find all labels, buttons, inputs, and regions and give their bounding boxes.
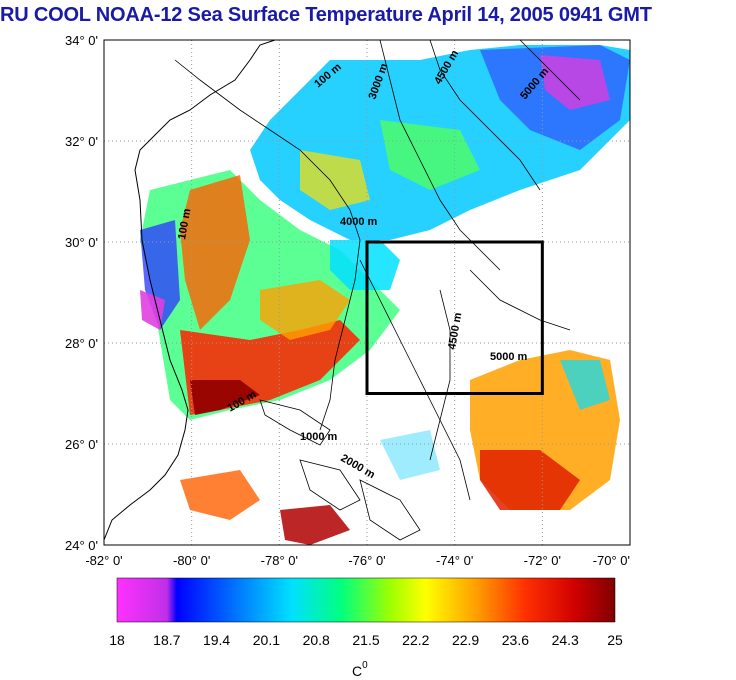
contour-label: 1000 m — [300, 431, 338, 443]
islands — [259, 399, 421, 541]
colorbar-ticks: 18 18.7 19.4 20.1 20.8 21.5 22.2 22.9 23.6 24.3 25 — [109, 632, 623, 648]
y-tick-label: 30° 0' — [65, 235, 98, 250]
colorbar-tick-label: 19.4 — [203, 632, 230, 648]
bathymetry-contours — [174, 39, 581, 501]
x-tick-label: -72° 0' — [524, 553, 561, 568]
x-tick-label: -82° 0' — [85, 553, 122, 568]
sst-imagery — [140, 45, 630, 545]
colorbar-tick-label: 21.5 — [352, 632, 379, 648]
plot-frame — [103, 39, 631, 546]
y-tick-label: 32° 0' — [65, 134, 98, 149]
contour-label: 5000 m — [490, 351, 528, 363]
x-tick-label: -70° 0' — [593, 553, 630, 568]
colorbar-tick-label: 18.7 — [153, 632, 180, 648]
x-axis: -82° 0' -80° 0' -78° 0' -76° 0' -74° 0' -72° … — [85, 553, 630, 568]
y-tick-label: 28° 0' — [65, 336, 98, 351]
colorbar-tick-label: 25 — [607, 632, 623, 648]
colorbar-tick-label: 20.8 — [303, 632, 330, 648]
colorbar-tick-label: 22.9 — [452, 632, 479, 648]
colorbar-unit: C0 — [352, 660, 368, 679]
contour-label: 100 m — [176, 208, 193, 241]
colorbar-tick-label: 22.2 — [402, 632, 429, 648]
y-axis: 34° 0' 32° 0' 30° 0' 28° 0' 26° 0' 24° 0' — [65, 33, 98, 553]
colorbar-tick-label: 24.3 — [552, 632, 579, 648]
x-tick-label: -76° 0' — [348, 553, 385, 568]
x-tick-label: -74° 0' — [436, 553, 473, 568]
colorbar-tick-label: 20.1 — [253, 632, 280, 648]
y-tick-label: 24° 0' — [65, 538, 98, 553]
x-tick-label: -78° 0' — [261, 553, 298, 568]
y-tick-label: 26° 0' — [65, 437, 98, 452]
colorbar — [116, 577, 616, 623]
study-box — [365, 240, 544, 395]
colorbar-tick-label: 18 — [109, 632, 125, 648]
coastline — [103, 39, 276, 545]
x-tick-label: -80° 0' — [173, 553, 210, 568]
y-tick-label: 34° 0' — [65, 33, 98, 48]
colorbar-tick-label: 23.6 — [502, 632, 529, 648]
contour-label: 4000 m — [340, 216, 378, 228]
map-title: RU COOL NOAA-12 Sea Surface Temperature … — [0, 4, 652, 26]
